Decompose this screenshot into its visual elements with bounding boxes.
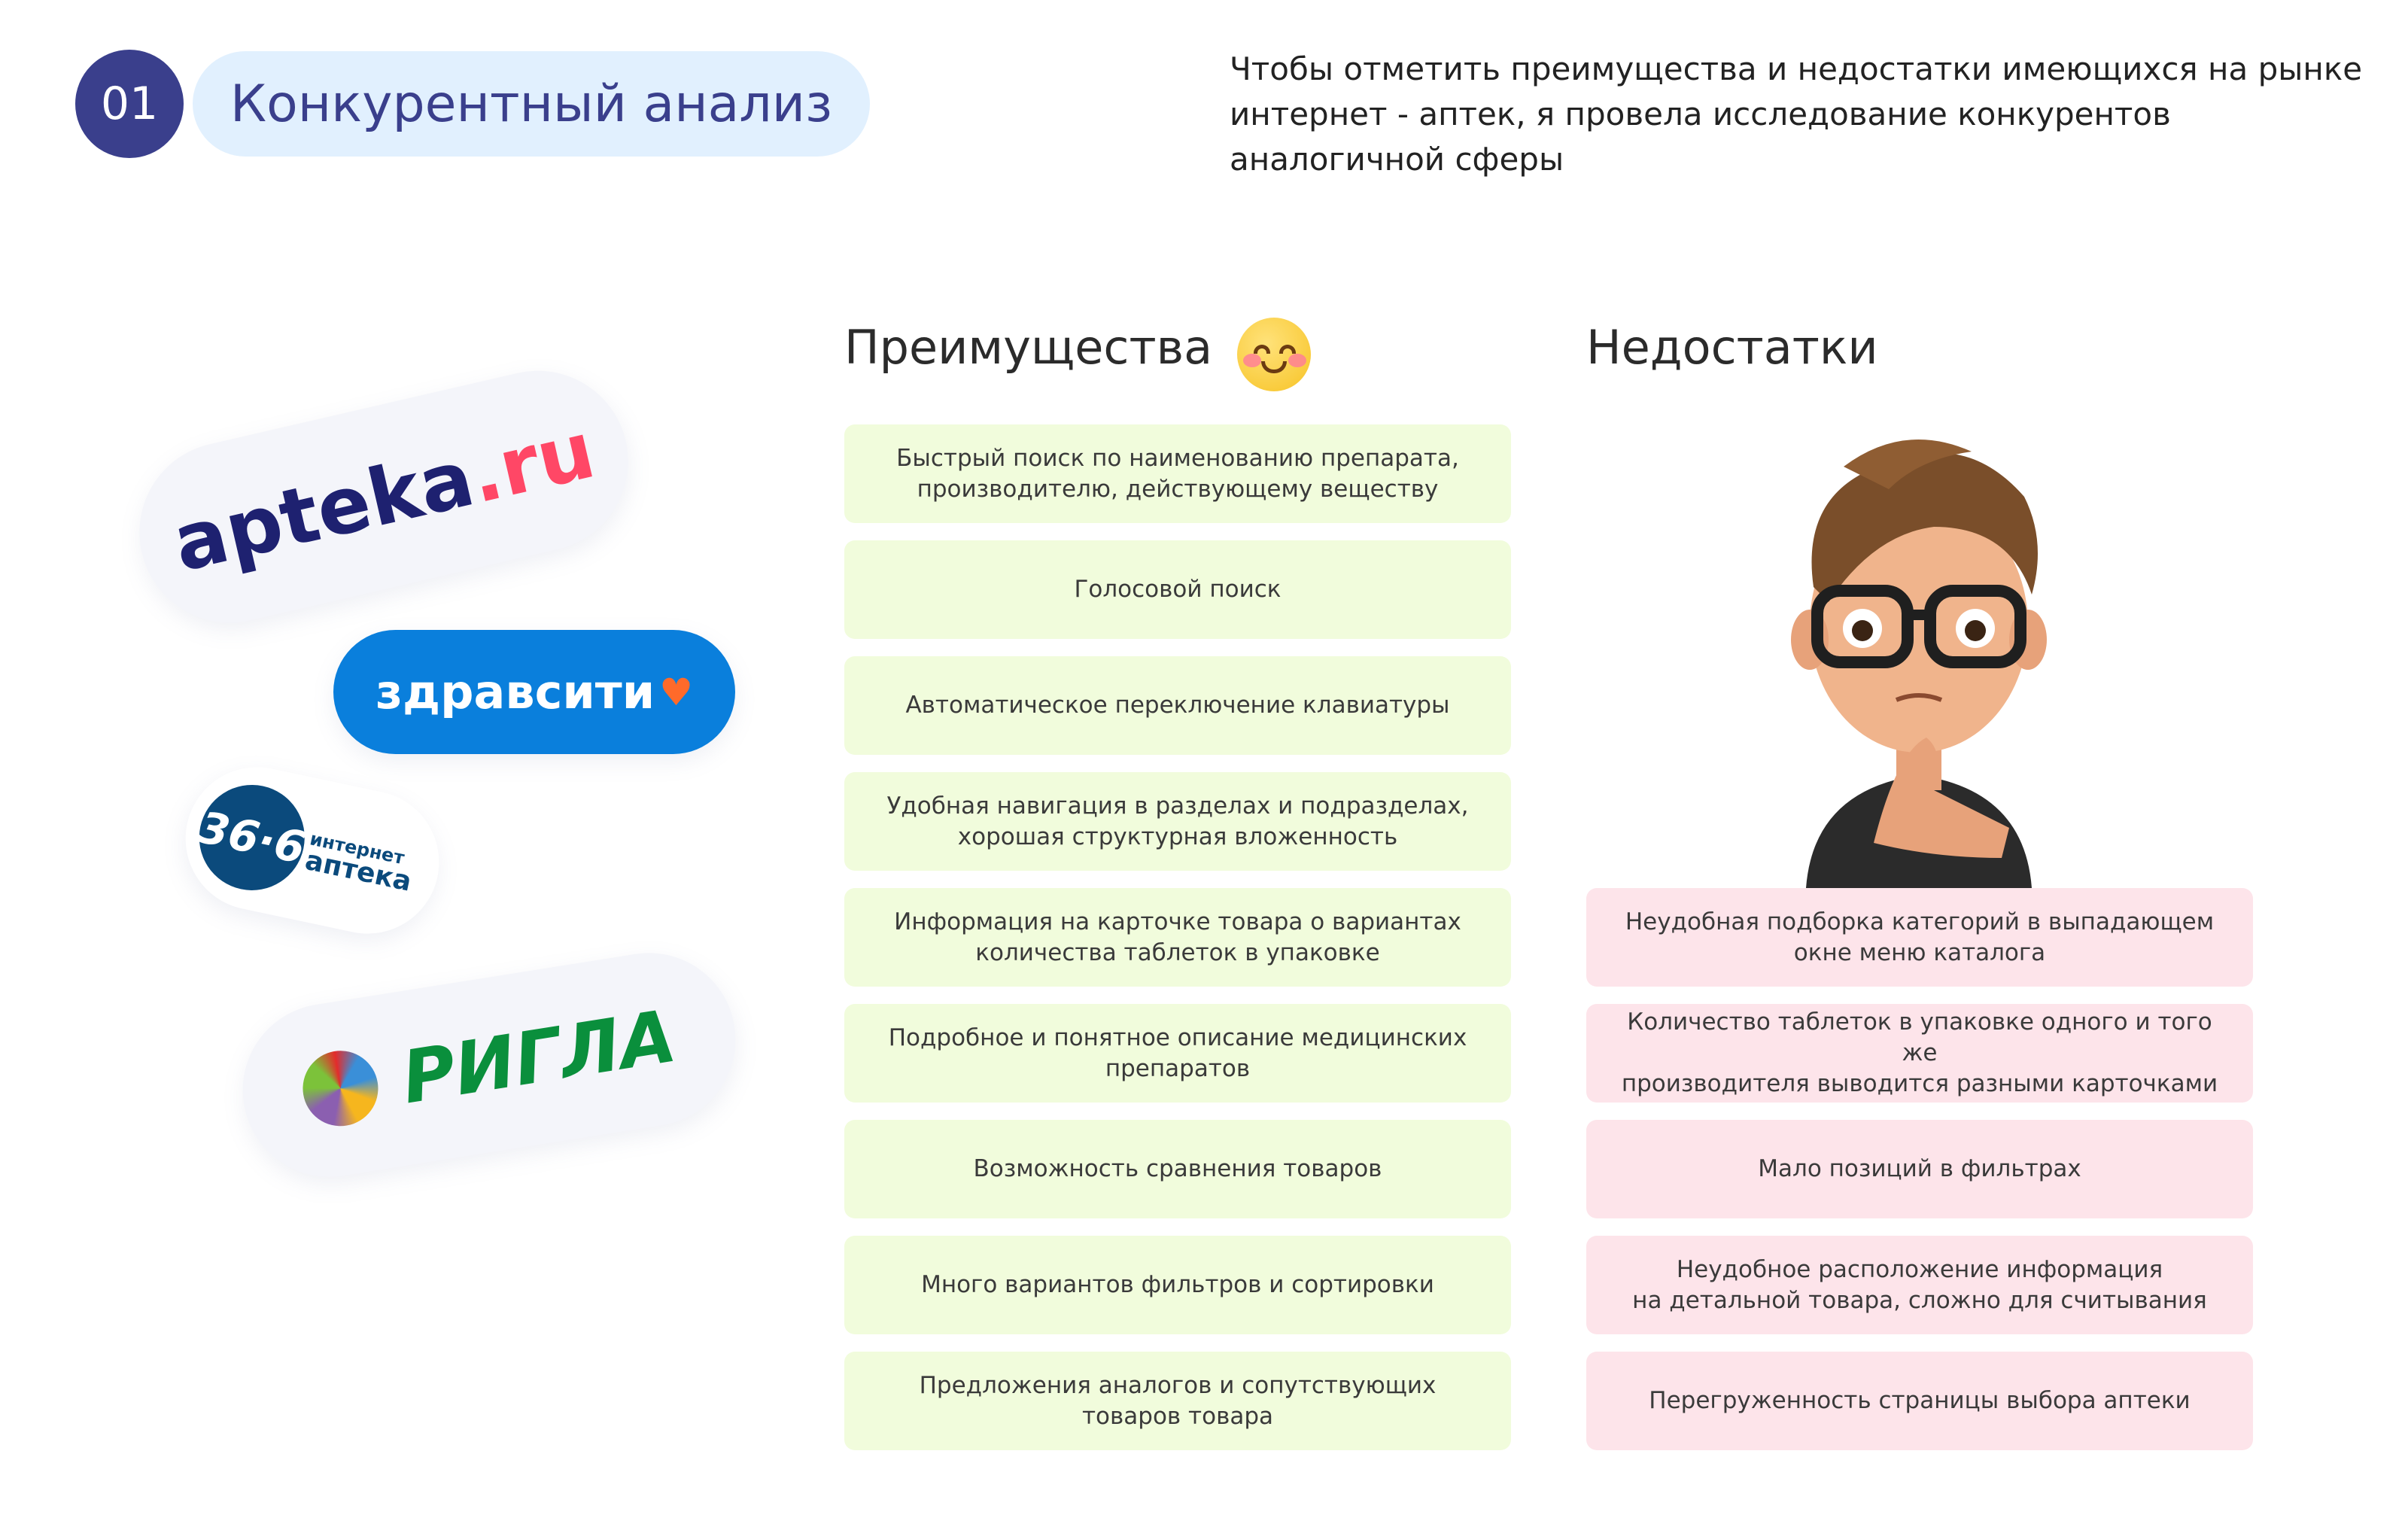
card-text: Быстрый поиск по наименованию препарата, — [896, 444, 1459, 472]
card-text: Предложения аналогов и сопутствующих — [919, 1371, 1437, 1399]
card-text: Перегруженность страницы выбора аптеки — [1649, 1387, 2191, 1414]
description-line: Чтобы отметить преимущества и недостатки… — [1230, 50, 2363, 87]
con-card: Перегруженность страницы выбора аптеки — [1586, 1352, 2253, 1450]
con-card: Мало позиций в фильтрах — [1586, 1120, 2253, 1218]
section-number-badge: 01 — [75, 50, 184, 158]
logo-zdravsiti: здравсити ♥ — [333, 630, 735, 754]
card-text: производителя выводится разными карточка… — [1621, 1070, 2218, 1097]
card-text: Подробное и понятное описание медицински… — [888, 1024, 1467, 1051]
card-text: Информация на карточке товара о варианта… — [894, 908, 1461, 935]
cons-heading: Недостатки — [1586, 320, 1878, 375]
pro-card: Предложения аналогов и сопутствующих това… — [844, 1352, 1511, 1450]
logo-text: apteka — [165, 431, 482, 590]
pro-card: Информация на карточке товара о варианта… — [844, 888, 1511, 987]
description: Чтобы отметить преимущества и недостатки… — [1230, 47, 2373, 182]
heart-icon: ♥ — [659, 670, 693, 714]
card-text: Возможность сравнения товаров — [973, 1155, 1382, 1182]
logo-text: здравсити — [375, 665, 655, 719]
logo-text: .ru — [461, 403, 603, 522]
flower-icon — [297, 1045, 384, 1132]
pro-card: Быстрый поиск по наименованию препарата,… — [844, 424, 1511, 523]
thinking-man-illustration — [1791, 440, 2047, 888]
logo-apteka-ru: apteka .ru — [121, 352, 646, 641]
con-card: Неудобное расположение информация на дета… — [1586, 1236, 2253, 1334]
card-text: окне меню каталога — [1793, 938, 2046, 966]
pro-card: Автоматическое переключение клавиатуры — [844, 656, 1511, 755]
logo-rigla: РИГЛА — [230, 940, 748, 1190]
card-text: Голосовой поиск — [1074, 576, 1282, 603]
card-text: Неудобное расположение информация — [1676, 1255, 2163, 1283]
pro-card: Голосовой поиск — [844, 540, 1511, 639]
card-text: Автоматическое переключение клавиатуры — [905, 692, 1450, 719]
pros-heading: Преимущества — [844, 320, 1213, 375]
card-text: хорошая структурная вложенность — [957, 823, 1398, 850]
card-text: Количество таблеток в упаковке одного и … — [1627, 1008, 2212, 1066]
card-text: Неудобная подборка категорий в выпадающе… — [1625, 908, 2215, 935]
card-text: производителю, действующему веществу — [917, 475, 1439, 503]
card-text: Много вариантов фильтров и сортировки — [921, 1271, 1434, 1298]
card-text: Удобная навигация в разделах и подраздел… — [886, 792, 1469, 820]
card-text: количества таблеток в упаковке — [975, 938, 1380, 966]
card-text: препаратов — [1105, 1054, 1251, 1082]
logo-text: РИГЛА — [396, 993, 682, 1121]
pro-card: Подробное и понятное описание медицински… — [844, 1004, 1511, 1103]
pro-card: Возможность сравнения товаров — [844, 1120, 1511, 1218]
card-text: Мало позиций в фильтрах — [1758, 1155, 2081, 1182]
logo-circle: 36·6 — [189, 774, 315, 900]
page-title: Конкурентный анализ — [193, 51, 870, 157]
smiling-face-icon — [1237, 318, 1311, 391]
card-text: товаров товара — [1081, 1402, 1274, 1430]
pro-card: Удобная навигация в разделах и подраздел… — [844, 772, 1511, 871]
con-card: Количество таблеток в упаковке одного и … — [1586, 1004, 2253, 1103]
logo-36-6: 36·6 интернет аптека — [172, 753, 453, 947]
con-card: Неудобная подборка категорий в выпадающе… — [1586, 888, 2253, 987]
description-line: интернет - аптек, я провела исследование… — [1230, 96, 2171, 132]
pro-card: Много вариантов фильтров и сортировки — [844, 1236, 1511, 1334]
description-line: аналогичной сферы — [1230, 141, 1564, 178]
card-text: на детальной товара, сложно для считыван… — [1632, 1286, 2207, 1314]
